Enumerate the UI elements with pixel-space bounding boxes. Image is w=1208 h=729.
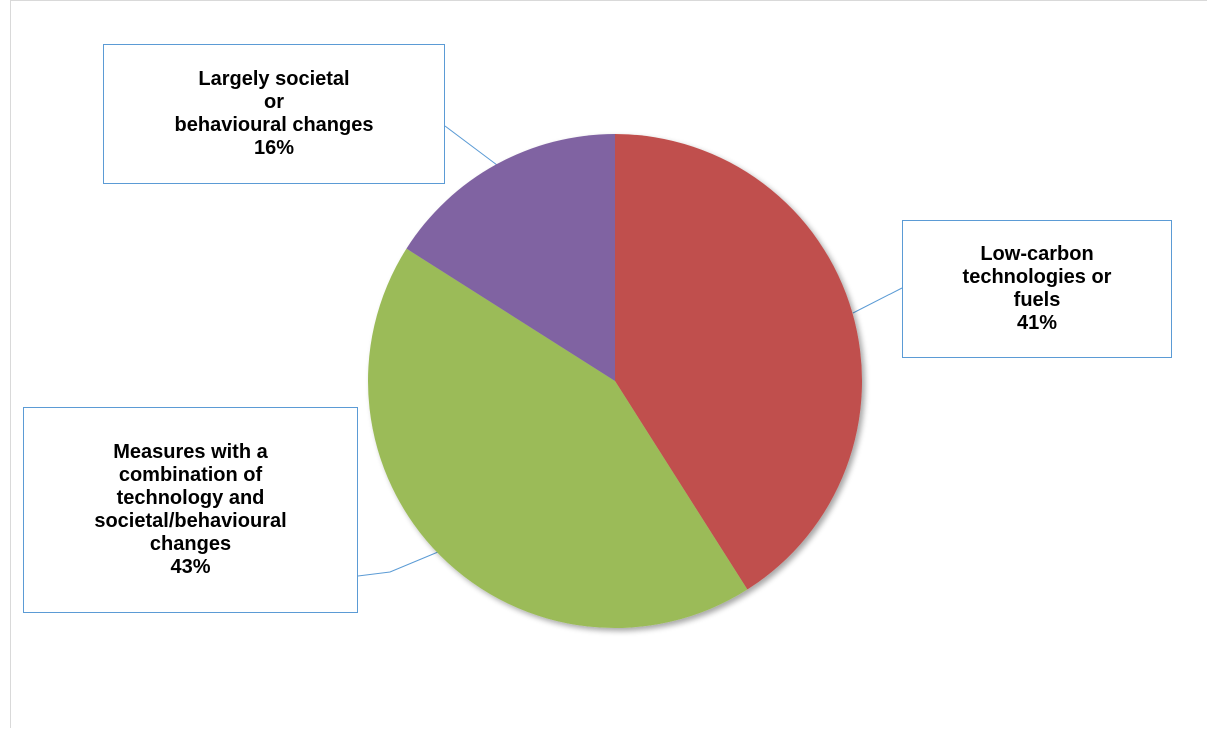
- pie-slice-societal: [406, 134, 615, 381]
- leader-combination: [357, 551, 439, 577]
- slice-label-line: changes: [149, 533, 232, 555]
- pie-slices: [367, 134, 863, 629]
- slice-label-line: technology and: [116, 487, 265, 509]
- slice-label-combination: Measures with a combination of technolog…: [23, 407, 358, 613]
- callout-leaders: [357, 125, 903, 577]
- slice-value-label: 41%: [1016, 312, 1058, 334]
- slice-label-line: societal/behavioural: [94, 510, 287, 532]
- slice-value-label: 16%: [253, 137, 295, 159]
- slice-label-line: fuels: [1013, 289, 1061, 311]
- slice-label-societal: Largely societal or behavioural changes …: [103, 44, 445, 184]
- leader-societal: [444, 125, 498, 166]
- slice-label-line: technologies or: [962, 266, 1112, 288]
- slice-label-line: or: [264, 91, 284, 113]
- pie-slice-combination: [367, 248, 748, 629]
- slice-label-line: Low-carbon: [980, 243, 1094, 265]
- leader-low-carbon: [852, 287, 903, 314]
- slice-label-low-carbon: Low-carbon technologies or fuels 41%: [902, 220, 1172, 358]
- pie-slice-low-carbon: [615, 134, 863, 590]
- slice-value-label: 43%: [170, 556, 211, 578]
- chart-area: [10, 0, 1207, 728]
- slice-label-line: combination of: [118, 464, 263, 486]
- slice-label-line: behavioural changes: [174, 114, 374, 136]
- slice-label-line: Largely societal: [198, 68, 350, 90]
- slice-label-line: Measures with a: [113, 441, 268, 463]
